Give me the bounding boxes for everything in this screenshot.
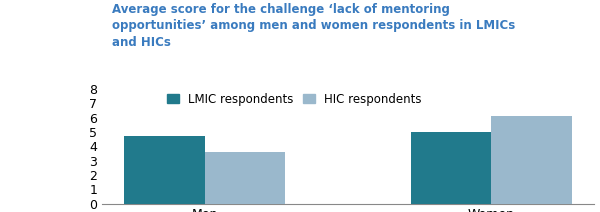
Bar bbox=[491, 116, 572, 204]
Bar bbox=[124, 136, 205, 204]
Bar bbox=[205, 152, 285, 204]
Bar bbox=[411, 132, 491, 204]
Legend: LMIC respondents, HIC respondents: LMIC respondents, HIC respondents bbox=[167, 93, 422, 106]
Text: Average score for the challenge ‘lack of mentoring
opportunities’ among men and : Average score for the challenge ‘lack of… bbox=[112, 3, 515, 49]
